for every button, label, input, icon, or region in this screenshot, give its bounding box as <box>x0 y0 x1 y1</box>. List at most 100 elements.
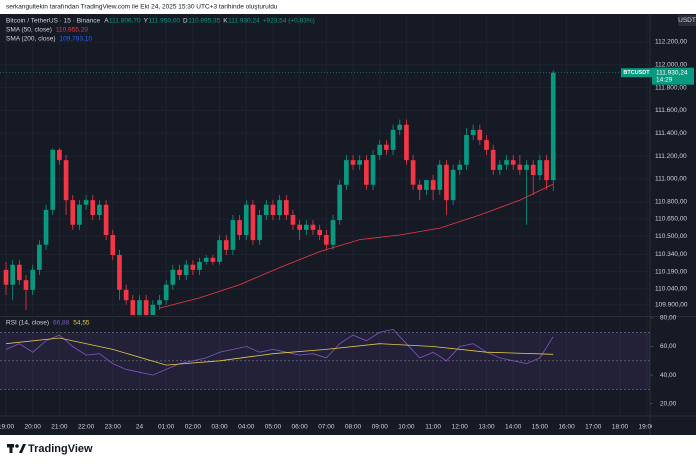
legend-ohlc-value: 111.950,00 <box>148 18 180 25</box>
candle-body <box>537 160 543 175</box>
currency: USDT <box>678 17 696 24</box>
legend-ohlc-label: K <box>223 18 228 25</box>
y-tick-label: 20,00 <box>660 400 677 407</box>
logo: TradingView <box>7 443 93 455</box>
candle-body <box>203 257 209 262</box>
candle-body <box>123 289 129 301</box>
candle-body <box>197 261 202 270</box>
rsi-pane <box>0 328 650 390</box>
price-pane <box>3 70 556 315</box>
symbol-tag-label: BTCUSDT <box>623 70 650 76</box>
y-tick-label: 111.600,00 <box>655 107 687 114</box>
legend-value: 110.955,20 <box>56 27 88 34</box>
y-tick-label: 40,00 <box>660 372 677 379</box>
candle-body <box>90 200 96 215</box>
candle-body <box>410 160 416 185</box>
candle-body <box>190 264 196 270</box>
legend-ohlc-label: D <box>183 18 188 25</box>
candle-body <box>50 149 56 210</box>
legend: Bitcoin / TetherUS · 15 · Binance A 111.80… <box>6 18 315 327</box>
candle-body <box>550 72 556 181</box>
candle-body <box>110 235 116 255</box>
y-tick-label: 110.800,00 <box>655 199 687 206</box>
candle-body <box>424 180 429 190</box>
x-tick-label: 02:00 <box>185 424 202 431</box>
candle-body <box>364 160 369 185</box>
rsi-legend: RSI (14, close) <box>6 320 49 327</box>
candle-body <box>430 180 436 190</box>
candle-body <box>377 144 383 155</box>
legend-symbol: Bitcoin / TetherUS · 15 · Binance <box>6 18 101 25</box>
candle-body <box>83 200 89 205</box>
legend-entry: SMA (200, close) <box>6 36 56 43</box>
y-tick-label: 112.000,00 <box>655 61 687 68</box>
x-tick-label: 18:00 <box>612 424 629 431</box>
x-tick-label: 23:00 <box>105 424 122 431</box>
candle-body <box>130 300 136 315</box>
y-tick-label: 110.040,00 <box>655 285 687 292</box>
x-tick-label: 20:00 <box>25 424 42 431</box>
x-tick-label: 05:00 <box>265 424 282 431</box>
x-tick-label: 07:00 <box>318 424 335 431</box>
candle-body <box>283 200 289 215</box>
candle-body <box>344 160 349 185</box>
candle-body <box>117 255 122 290</box>
y-tick-label: 110.500,00 <box>655 233 687 240</box>
candle-body <box>57 149 62 161</box>
y-tick-label: 111.000,00 <box>655 176 687 183</box>
x-tick-label: 10:00 <box>398 424 415 431</box>
candle-body <box>297 224 302 230</box>
candle-body <box>250 204 256 241</box>
line <box>159 183 554 309</box>
x-tick-label: 21:00 <box>51 424 68 431</box>
line <box>5 337 554 366</box>
footer-logo: TradingView <box>28 443 93 455</box>
legend-ohlc-label: Y <box>144 18 149 25</box>
candle-body <box>404 124 409 161</box>
candle-body <box>384 144 389 150</box>
candle-body <box>97 204 102 215</box>
rsi-legend-value: 66,88 <box>53 320 70 327</box>
candle-body <box>303 224 309 230</box>
x-tick-label: 22:00 <box>78 424 95 431</box>
candle-body <box>490 149 496 170</box>
x-tick-label: 03:00 <box>211 424 228 431</box>
currency-box <box>678 15 696 26</box>
candle-body <box>17 264 22 281</box>
axes: 112.200,00 112.000,00 111.800,00 111.600,00… <box>0 39 694 431</box>
rsi-legend-value: 54,55 <box>73 320 90 327</box>
symbol-tag <box>621 68 652 78</box>
y-tick-label: 112.200,00 <box>655 39 687 46</box>
candle-body <box>243 204 249 235</box>
candle-body <box>150 304 156 315</box>
candle-body <box>30 269 36 290</box>
candle-body <box>357 160 363 165</box>
header: serkangultekin tarafından TradingView.co… <box>6 4 278 11</box>
candle-body <box>217 240 222 262</box>
candle-body <box>103 204 109 235</box>
x-tick-label: 12:00 <box>452 424 469 431</box>
y-tick-label: 60,00 <box>660 343 677 350</box>
candle-body <box>464 135 469 165</box>
x-tick-label: 01:00 <box>158 424 175 431</box>
x-tick-label: 06:00 <box>292 424 309 431</box>
logo-mark <box>15 444 19 448</box>
candle-body <box>143 300 149 315</box>
candle-body <box>230 220 236 250</box>
y-tick-label: 110.650,00 <box>655 216 687 223</box>
candle-body <box>277 200 282 215</box>
candle-body <box>70 200 76 225</box>
x-tick-label: 16:00 <box>558 424 575 431</box>
candle-body <box>470 129 476 135</box>
candle-body <box>390 129 396 150</box>
price-tag-label: 111.930,24 <box>656 69 688 76</box>
legend-entry: SMA (50, close) <box>6 27 52 34</box>
x-tick-label: 08:00 <box>345 424 362 431</box>
candle-body <box>263 204 269 215</box>
x-tick-label: 11:00 <box>425 424 441 431</box>
candle-body <box>137 300 142 315</box>
candle-body <box>417 184 423 190</box>
x-tick-label: 19:00 <box>0 424 15 431</box>
candle-body <box>63 160 69 201</box>
candle-body <box>350 160 356 165</box>
